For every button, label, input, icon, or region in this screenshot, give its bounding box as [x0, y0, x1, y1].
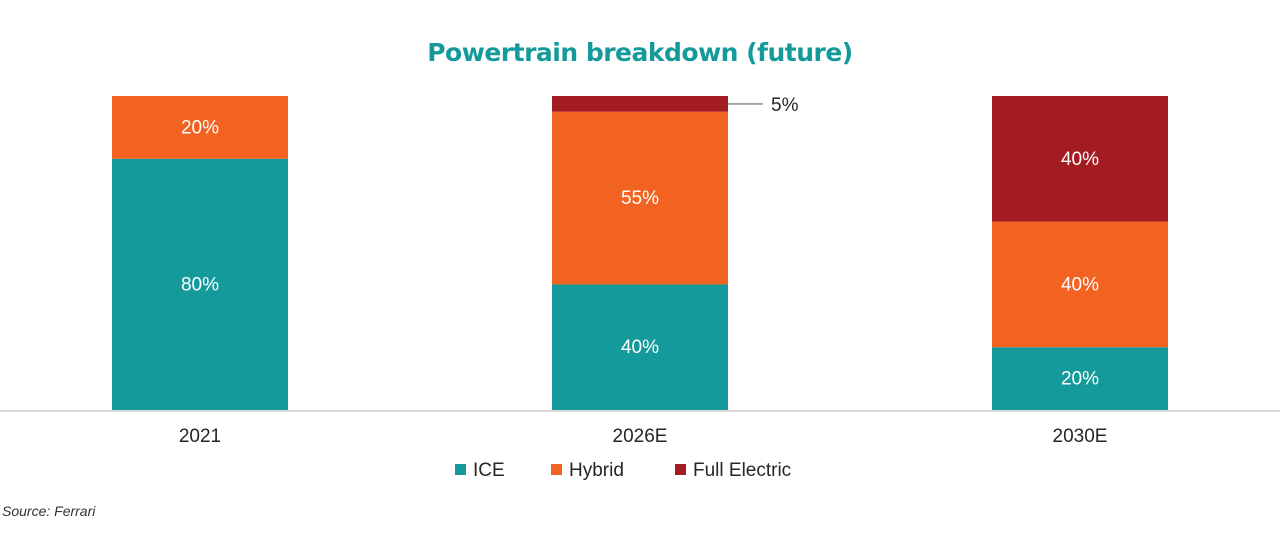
data-label: 20% — [181, 117, 219, 138]
data-label: 40% — [1061, 274, 1099, 295]
bar-segment-2030e-hybrid — [992, 221, 1168, 348]
data-label: 40% — [621, 337, 659, 358]
x-tick-label: 2030E — [1053, 426, 1108, 447]
legend-swatch-ice — [455, 464, 466, 475]
bar-segment-2026e-hybrid — [552, 111, 728, 285]
data-label: 40% — [1061, 149, 1099, 170]
data-label: 20% — [1061, 369, 1099, 390]
bar-segment-2021-hybrid — [112, 96, 288, 159]
bar-segment-2026e-full-electric — [552, 96, 728, 112]
data-label: 80% — [181, 274, 219, 295]
bar-segment-2021-ice — [112, 158, 288, 410]
data-label: 55% — [621, 188, 659, 209]
x-tick-label: 2021 — [179, 426, 221, 447]
bar-segment-2030e-full-electric — [992, 96, 1168, 222]
bar-segment-2030e-ice — [992, 347, 1168, 410]
legend-label-hybrid: Hybrid — [569, 460, 624, 481]
data-label: 5% — [771, 95, 799, 116]
source-note: Source: Ferrari — [2, 503, 96, 519]
legend-swatch-hybrid — [551, 464, 562, 475]
legend-swatch-full-electric — [675, 464, 686, 475]
bar-segment-2026e-ice — [552, 284, 728, 410]
x-tick-label: 2026E — [613, 426, 668, 447]
legend-label-full-electric: Full Electric — [693, 460, 791, 481]
legend-label-ice: ICE — [473, 460, 505, 481]
chart-title: Powertrain breakdown (future) — [427, 38, 853, 67]
